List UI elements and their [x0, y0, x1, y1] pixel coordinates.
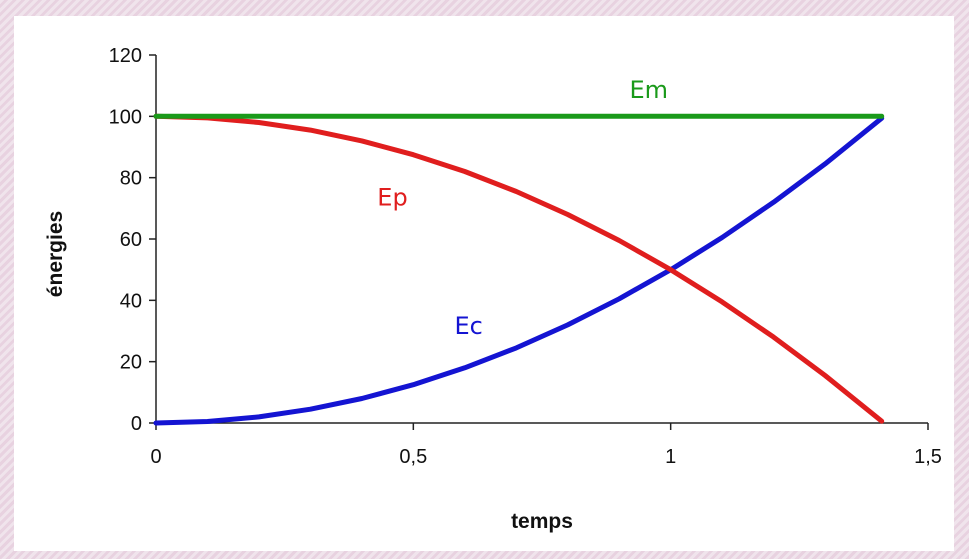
x-tick-label: 1 [665, 446, 676, 468]
axes: 0 20 40 60 80 100 120 0 0,5 1 1,5 [109, 45, 942, 468]
y-tick-label: 80 [120, 168, 142, 190]
series-label-ec: Ec [455, 312, 483, 340]
y-tick-label: 120 [109, 45, 142, 67]
y-tick-label: 0 [131, 413, 142, 435]
x-tick-label: 1,5 [914, 446, 942, 468]
y-tick-label: 100 [109, 106, 142, 128]
y-tick-label: 60 [120, 229, 142, 251]
energy-chart: 0 20 40 60 80 100 120 0 0,5 1 1,5 Em Ep Ec temps éne… [44, 45, 942, 533]
series-labels: Em Ep Ec [377, 76, 668, 340]
series-line-ec [153, 115, 885, 426]
series-lines [153, 113, 885, 426]
y-axis-title: énergies [44, 211, 67, 297]
series-line-ep [153, 113, 885, 424]
chart-panel: 0 20 40 60 80 100 120 0 0,5 1 1,5 Em Ep Ec temps éne… [14, 16, 954, 551]
x-tick-label: 0 [150, 446, 161, 468]
x-tick-label: 0,5 [399, 446, 427, 468]
series-label-ep: Ep [377, 183, 407, 211]
y-tick-label: 20 [120, 352, 142, 374]
y-tick-label: 40 [120, 290, 142, 312]
series-label-em: Em [629, 76, 668, 104]
x-axis-title: temps [511, 510, 573, 533]
